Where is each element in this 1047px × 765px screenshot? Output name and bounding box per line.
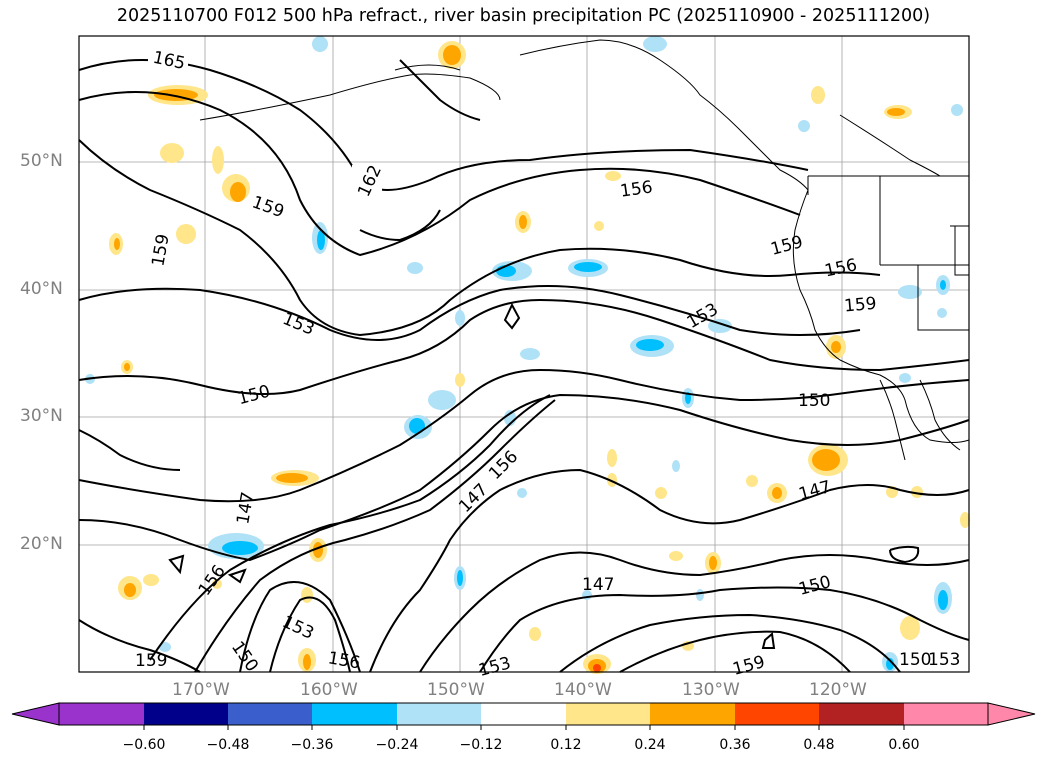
colorbar-bin	[650, 703, 735, 725]
colorbar-tick-label: −0.60	[122, 737, 166, 753]
colorbar-tick-label: 0.24	[634, 737, 666, 753]
contour-label: 150	[798, 391, 830, 411]
coastlines	[199, 39, 970, 461]
colorbar-tick-label: 0.60	[888, 737, 920, 753]
contour-label: 159	[843, 294, 877, 317]
contour-label: 153	[928, 650, 960, 670]
lon-label-140w: 140°W	[554, 680, 612, 700]
colorbar-bin	[228, 703, 312, 725]
lat-label-40n: 40°N	[20, 279, 63, 299]
colorbar-bin	[144, 703, 228, 725]
colorbar-extend-right	[987, 702, 1036, 726]
lat-label-50n: 50°N	[20, 151, 63, 171]
colorbar-tick-label: 0.36	[719, 737, 751, 753]
colorbar-tick-label: −0.24	[375, 737, 419, 753]
colorbar-bin	[735, 703, 819, 725]
colorbar-tick-label: −0.12	[459, 737, 503, 753]
lon-label-170w: 170°W	[172, 680, 230, 700]
lon-label-130w: 130°W	[682, 680, 740, 700]
colorbar-tick-label: 0.48	[803, 737, 835, 753]
lon-label-120w: 120°W	[809, 680, 867, 700]
lat-label-30n: 30°N	[20, 406, 63, 426]
colorbar-tick-label: −0.48	[206, 737, 250, 753]
colorbar-bin	[312, 703, 397, 725]
contour-label: 150	[899, 650, 931, 670]
colorbar-tick-label: 0.12	[550, 737, 582, 753]
colorbar-bin	[59, 703, 144, 725]
colorbar-extend-left	[11, 702, 60, 726]
colorbar-bin	[904, 703, 988, 725]
contour-label: 147	[582, 575, 614, 595]
colorbar-bin	[397, 703, 481, 725]
contour-label: 156	[619, 177, 654, 201]
colorbar-frame	[58, 702, 989, 726]
colorbar-tick-label: −0.36	[290, 737, 334, 753]
map-frame	[78, 35, 970, 673]
contour-label: 159	[135, 651, 167, 671]
refractivity-contours	[78, 59, 970, 673]
lat-label-20n: 20°N	[20, 534, 63, 554]
lon-label-150w: 150°W	[427, 680, 485, 700]
colorbar-bin	[481, 703, 566, 725]
lon-label-160w: 160°W	[300, 680, 358, 700]
positive-anomaly	[109, 41, 970, 674]
colorbar	[11, 702, 1036, 730]
negative-anomaly	[85, 36, 963, 672]
shading-blobs	[85, 36, 970, 674]
colorbar-bin	[819, 703, 904, 725]
colorbar-bin	[566, 703, 650, 725]
map-title: 2025110700 F012 500 hPa refract., river …	[116, 6, 931, 26]
